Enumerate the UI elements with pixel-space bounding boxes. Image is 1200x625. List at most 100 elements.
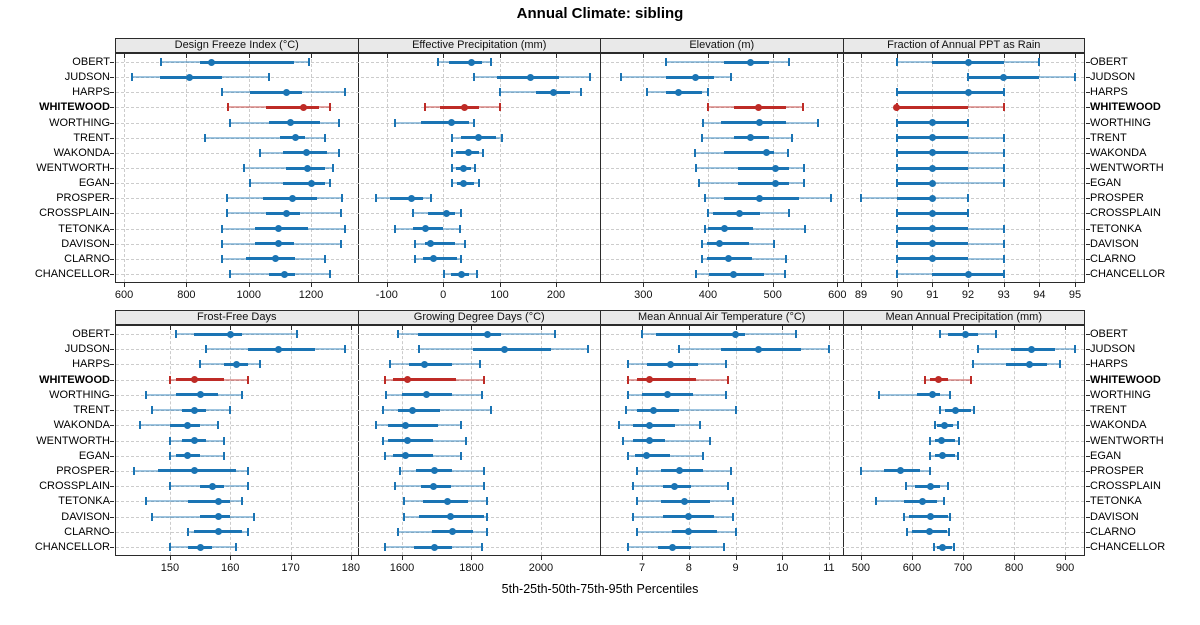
whisker-cap-95th [802, 179, 805, 188]
axis-tick-top [1014, 326, 1016, 330]
axis-tick-top [230, 326, 232, 330]
whisker-cap-5th [160, 58, 163, 66]
site-label-tetonka: TETONKA [1090, 495, 1142, 508]
site-label-whitewood: WHITEWOOD [39, 101, 110, 114]
axis-tick-label: 89 [854, 289, 868, 301]
site-label-chancellor: CHANCELLOR [1090, 541, 1166, 553]
whisker-cap-5th [627, 390, 630, 399]
whisker-cap-5th [225, 194, 228, 203]
axis-tick-top [540, 326, 542, 330]
chart-title: Annual Climate: sibling [516, 5, 684, 22]
median-dot [307, 179, 315, 187]
whisker-cap-5th [700, 133, 703, 142]
median-dot [928, 255, 936, 263]
median-dot [299, 103, 307, 111]
whisker-cap-95th [956, 421, 959, 430]
site-label-obert: OBERT [1090, 56, 1128, 68]
quartile-band-25-75 [917, 393, 940, 397]
whisker-cap-95th [729, 73, 732, 82]
whisker-cap-5th [221, 224, 224, 233]
whisker-cap-5th [932, 543, 935, 551]
whisker-cap-95th [1002, 133, 1005, 142]
row-tick [110, 455, 114, 457]
whisker-cap-5th [402, 497, 405, 506]
whisker-cap-5th [402, 512, 405, 521]
median-dot [928, 164, 936, 172]
row-gridline [116, 470, 1084, 472]
axis-tick-bottom [1039, 283, 1041, 287]
whisker-cap-95th [235, 543, 238, 551]
whisker-cap-95th [1002, 179, 1005, 188]
row-tick [1086, 92, 1090, 94]
panel-header: Design Freeze Index (°C) [115, 38, 359, 53]
row-tick [1086, 77, 1090, 79]
median-dot [716, 240, 724, 248]
median-dot [465, 149, 473, 157]
whisker-cap-95th [247, 482, 250, 491]
whisker-cap-95th [324, 133, 327, 142]
median-dot [1028, 345, 1036, 353]
row-gridline [116, 349, 1084, 351]
median-dot [190, 467, 198, 475]
site-label-wentworth: WENTWORTH [36, 434, 110, 447]
whisker-cap-5th [939, 406, 941, 415]
site-label-obert: OBERT [72, 328, 110, 340]
median-dot [214, 528, 222, 536]
whisker-cap-95th [1002, 224, 1005, 233]
site-label-egan: EGAN [78, 449, 110, 462]
quartile-band-25-75 [632, 423, 675, 427]
site-label-egan: EGAN [78, 177, 110, 190]
whisker-cap-95th [734, 406, 737, 415]
whisker-cap-95th [785, 254, 788, 263]
site-label-whitewood: WHITEWOOD [1090, 373, 1161, 386]
axis-tick-label: 170 [281, 562, 300, 574]
row-tick [1086, 425, 1090, 427]
quartile-band-25-75 [265, 105, 319, 109]
median-dot [928, 149, 936, 157]
whisker-band-5-95 [896, 182, 1004, 185]
median-dot [190, 406, 198, 414]
quartile-band-25-75 [896, 196, 933, 200]
row-tick [1086, 364, 1090, 366]
panel-header: Mean Annual Air Temperature (°C) [600, 310, 844, 325]
median-dot [756, 194, 764, 202]
median-dot [680, 497, 688, 505]
row-tick [110, 152, 114, 154]
row-gridline [116, 62, 1084, 63]
axis-tick-top [1075, 54, 1076, 58]
median-dot [1000, 73, 1008, 81]
axis-tick-top [828, 326, 830, 330]
quartile-band-25-75 [389, 196, 423, 200]
axis-tick-label: 1600 [389, 562, 415, 574]
whisker-cap-95th [229, 406, 232, 415]
quartile-band-25-75 [175, 378, 225, 382]
whisker-cap-5th [394, 118, 397, 127]
site-label-davison: DAVISON [61, 510, 110, 523]
median-dot [500, 345, 508, 353]
panel-header: Growing Degree Days (°C) [357, 310, 601, 325]
median-dot [772, 179, 780, 187]
tick-gridline [1039, 54, 1041, 282]
median-dot [685, 528, 693, 536]
median-dot [664, 391, 672, 399]
site-label-wakonda: WAKONDA [1090, 146, 1147, 159]
row-tick [1086, 455, 1090, 457]
quartile-band-25-75 [934, 439, 956, 442]
axis-tick-bottom [443, 283, 445, 287]
whisker-cap-95th [732, 512, 735, 521]
median-dot [190, 437, 198, 444]
panel-header: Fraction of Annual PPT as Rain [842, 38, 1085, 53]
whisker-cap-5th [168, 451, 171, 460]
whisker-cap-5th [186, 527, 189, 536]
tick-gridline [688, 326, 690, 555]
axis-tick-bottom [499, 283, 501, 287]
whisker-cap-95th [482, 375, 485, 384]
axis-tick-label: 8 [685, 562, 692, 574]
whisker-cap-95th [486, 512, 489, 521]
row-tick [110, 137, 114, 139]
median-dot [461, 103, 469, 111]
axis-tick-label: 1000 [236, 289, 261, 301]
axis-tick-bottom [962, 556, 964, 560]
row-tick [110, 531, 114, 533]
median-dot [940, 421, 948, 429]
